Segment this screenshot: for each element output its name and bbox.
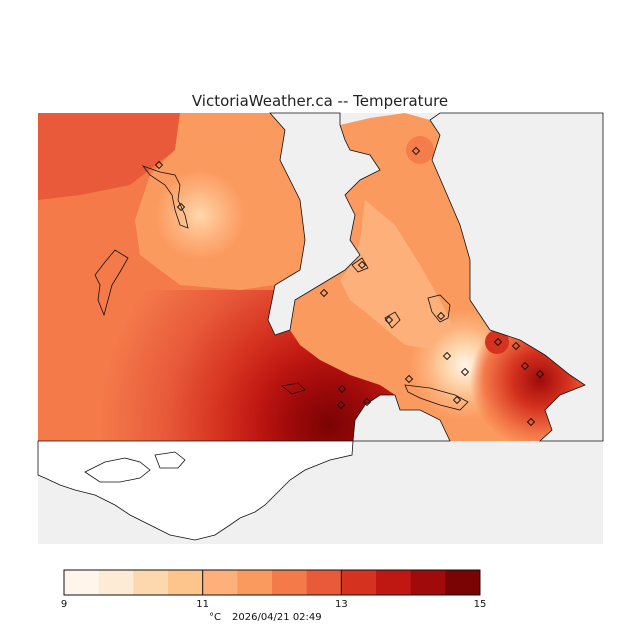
color-legend: 9 11 13 15 bbox=[61, 570, 487, 610]
field-cool-nw bbox=[150, 170, 250, 260]
footer-unit: °C bbox=[209, 612, 221, 623]
legend-swatch bbox=[133, 570, 168, 595]
footer-timestamp: 2026/04/21 02:49 bbox=[232, 612, 322, 623]
legend-swatch bbox=[445, 570, 480, 595]
legend-tick-label: 15 bbox=[474, 599, 487, 610]
legend-tick-label: 11 bbox=[196, 599, 209, 610]
legend-swatch bbox=[203, 570, 238, 595]
legend-swatch bbox=[376, 570, 411, 595]
legend-tick-label: 13 bbox=[335, 599, 348, 610]
legend-swatch bbox=[411, 570, 446, 595]
legend-swatch bbox=[272, 570, 307, 595]
legend-swatch bbox=[99, 570, 134, 595]
legend-swatch bbox=[341, 570, 376, 595]
legend-tick-label: 9 bbox=[61, 599, 67, 610]
map-title: VictoriaWeather.ca -- Temperature bbox=[192, 92, 448, 110]
legend-swatch bbox=[64, 570, 99, 595]
legend-swatch bbox=[307, 570, 342, 595]
field-hot-north bbox=[406, 136, 434, 164]
legend-swatch bbox=[237, 570, 272, 595]
legend-swatch bbox=[168, 570, 203, 595]
